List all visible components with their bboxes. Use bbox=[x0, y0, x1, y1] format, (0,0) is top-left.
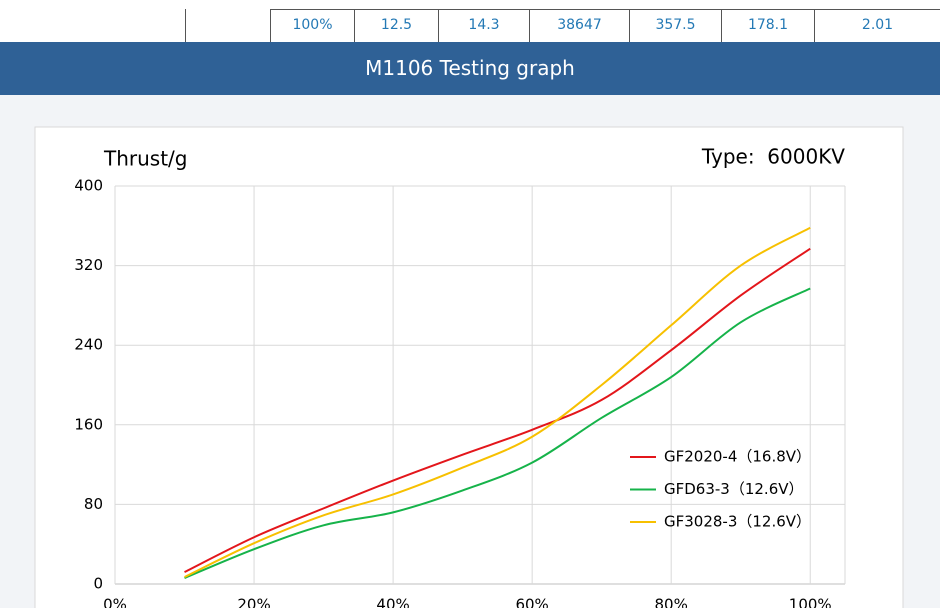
x-tick-label: 20% bbox=[237, 596, 270, 608]
table-cell: 100% bbox=[270, 9, 354, 42]
x-tick-label: 80% bbox=[655, 596, 688, 608]
y-tick-label: 240 bbox=[74, 336, 103, 354]
series-line bbox=[184, 287, 811, 579]
section-banner: M1106 Testing graph bbox=[0, 42, 940, 95]
y-axis-label: Thrust/g bbox=[103, 147, 188, 171]
legend-label: GFD63-3（12.6V） bbox=[664, 480, 804, 498]
table-cell: 38647 bbox=[529, 9, 629, 42]
x-tick-label: 40% bbox=[376, 596, 409, 608]
data-table: 100% 12.5 14.3 38647 357.5 178.1 2.01 bbox=[0, 0, 940, 43]
table-cell: 12.5 bbox=[354, 9, 438, 42]
table-cell: 14.3 bbox=[438, 9, 529, 42]
table-cell: 178.1 bbox=[721, 9, 814, 42]
table-cell: 2.01 bbox=[814, 9, 940, 42]
y-tick-label: 400 bbox=[74, 177, 103, 195]
table-rule bbox=[270, 9, 940, 10]
y-tick-label: 80 bbox=[84, 495, 103, 513]
x-tick-label: 100% bbox=[789, 596, 832, 608]
y-tick-label: 160 bbox=[74, 415, 103, 433]
table-cell: 357.5 bbox=[629, 9, 721, 42]
legend-label: GF2020-4（16.8V） bbox=[664, 448, 811, 466]
y-tick-label: 0 bbox=[93, 575, 103, 593]
legend-label: GF3028-3（12.6V） bbox=[664, 513, 811, 531]
table-cell bbox=[185, 9, 270, 42]
series-line bbox=[184, 247, 811, 573]
chart-annotation: Type: 6000KV bbox=[701, 145, 845, 169]
chart-area bbox=[34, 126, 904, 608]
series-line bbox=[184, 226, 811, 578]
x-tick-label: 0% bbox=[103, 596, 127, 608]
x-tick-label: 60% bbox=[515, 596, 548, 608]
y-tick-label: 320 bbox=[74, 256, 103, 274]
